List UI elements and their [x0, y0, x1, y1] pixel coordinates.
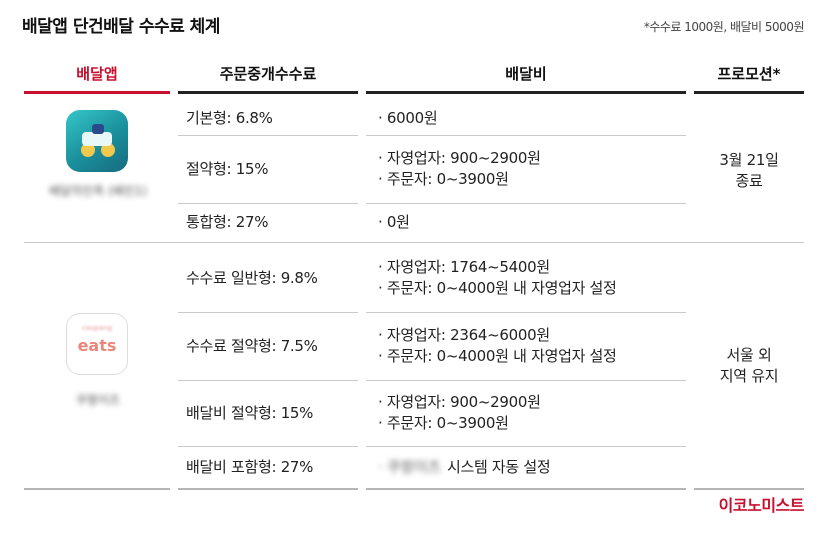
footnote: *수수료 1000원, 배달비 5000원	[643, 20, 805, 34]
header-promo: 프로모션*	[694, 56, 804, 94]
promo-line: 서울 외	[726, 345, 772, 364]
delivery-cell: · 자영업자: 900~2900원 · 주문자: 0~3900원	[378, 136, 678, 202]
promo-cell: 3월 21일 종료	[694, 102, 804, 240]
fee-cell: 수수료 절약형: 7.5%	[186, 336, 318, 355]
fee-cell: 수수료 일반형: 9.8%	[186, 268, 318, 287]
fee-cell: 절약형: 15%	[186, 159, 269, 178]
delivery-cell: · 쿠팡이츠 시스템 자동 설정	[378, 447, 688, 487]
header-fee: 주문중개수수료	[178, 56, 358, 94]
delivery-line: · 자영업자: 900~2900원	[378, 149, 541, 167]
delivery-line: · 주문자: 0~4000원 내 자영업자 설정	[378, 347, 617, 365]
delivery-cell: · 6000원	[378, 102, 678, 134]
delivery-cell: · 자영업자: 2364~6000원 · 주문자: 0~4000원 내 자영업자…	[378, 313, 688, 379]
delivery-cell: · 0원	[378, 204, 678, 240]
delivery-line: · 0원	[378, 212, 410, 231]
delivery-line: · 자영업자: 900~2900원	[378, 393, 541, 411]
header-delivery: 배달비	[366, 56, 686, 94]
delivery-line: · 주문자: 0~4000원 내 자영업자 설정	[378, 279, 617, 297]
delivery-cell: · 자영업자: 900~2900원 · 주문자: 0~3900원	[378, 381, 688, 445]
delivery-line: · 자영업자: 1764~5400원	[378, 258, 550, 276]
delivery-line: · 주문자: 0~3900원	[378, 170, 509, 188]
promo-line: 3월 21일	[719, 151, 779, 169]
app-name-coupang: 쿠팡이츠	[75, 393, 121, 407]
delivery-line: · 자영업자: 2364~6000원	[378, 326, 550, 344]
page-title: 배달앱 단건배달 수수료 체계	[22, 17, 220, 37]
blurred-brand: · 쿠팡이츠	[378, 457, 441, 476]
coupang-eats-app-icon: coupang eats	[66, 313, 128, 375]
fee-cell: 배달비 절약형: 15%	[186, 403, 314, 422]
header-app: 배달앱	[24, 56, 170, 94]
app-name-baemin: 배달의민족 (배민1)	[48, 184, 148, 198]
delivery-line: 시스템 자동 설정	[446, 457, 551, 476]
fee-cell: 통합형: 27%	[186, 212, 269, 231]
baemin-app-icon	[66, 110, 128, 172]
promo-line: 종료	[735, 172, 763, 190]
delivery-line: · 주문자: 0~3900원	[378, 414, 509, 432]
eats-logo-text: eats	[77, 336, 117, 355]
promo-line: 지역 유지	[719, 366, 779, 385]
delivery-cell: · 자영업자: 1764~5400원 · 주문자: 0~4000원 내 자영업자…	[378, 244, 688, 312]
fee-cell: 배달비 포함형: 27%	[186, 457, 314, 476]
delivery-line: · 6000원	[378, 108, 438, 127]
source-logo: 이코노미스트	[718, 496, 805, 515]
promo-cell: 서울 외 지역 유지	[694, 244, 804, 487]
fee-cell: 기본형: 6.8%	[186, 108, 273, 127]
